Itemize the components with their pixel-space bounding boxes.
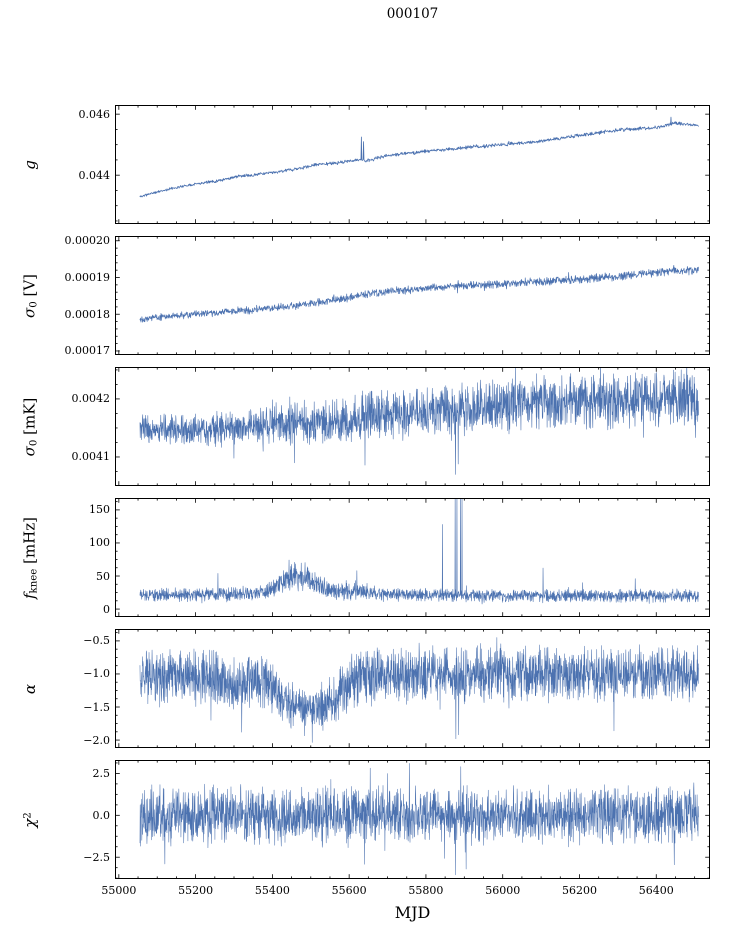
plot-frame <box>115 367 710 486</box>
x-tick-label: 56400 <box>638 884 674 897</box>
y-axis-label-part: [mK] <box>20 397 39 440</box>
axis-ticks <box>115 105 710 224</box>
panel-g-plot <box>115 105 710 224</box>
plot-frame <box>115 498 710 617</box>
y-tick-label: 150 <box>89 503 110 517</box>
x-tick-label: 56000 <box>485 884 521 897</box>
y-axis-label-chi2: χ2 <box>21 812 39 828</box>
y-axis-label-part: [mHz] <box>20 516 39 569</box>
y-axis-label-part: f <box>20 592 39 599</box>
panel-sigma0-v: 0.00017 0.00018 0.00019 0.00020 σ0 [V] <box>0 234 741 358</box>
panel-chi2: −2.5 0.0 2.5 χ2 <box>0 760 741 879</box>
y-axis-label-part: g <box>21 159 39 170</box>
series-line <box>139 264 699 323</box>
x-tick-label: 55400 <box>254 884 290 897</box>
axis-ticks <box>115 236 710 355</box>
panel-g: 0.044 0.046 g <box>0 105 741 224</box>
y-tick-label: 0 <box>103 602 110 616</box>
x-tick-label: 55000 <box>101 884 137 897</box>
x-axis-label: MJD <box>394 903 431 922</box>
y-tick-label: 0.00018 <box>64 307 111 321</box>
y-axis-label-sigma0_V: σ0 [V] <box>21 273 40 317</box>
series-line <box>139 498 699 605</box>
panel-sigma0-mk: 0.0041 0.0042 σ0 [mK] <box>0 367 741 486</box>
series-line <box>139 763 699 876</box>
x-tick-label: 55200 <box>178 884 214 897</box>
axis-ticks <box>115 367 710 486</box>
y-axis-label-part: σ <box>20 445 39 456</box>
y-tick-label: −0.5 <box>83 634 110 648</box>
y-axis-label-part: α <box>21 683 39 694</box>
y-axis-label-part: 0 <box>28 439 40 446</box>
y-axis-label-part: χ <box>21 818 39 828</box>
x-tick-label: 56200 <box>561 884 597 897</box>
x-tick-label: 55800 <box>408 884 444 897</box>
y-tick-label: 2.5 <box>92 766 111 780</box>
y-axis-label-part: [V] <box>20 273 39 301</box>
y-axis-label-fknee: fknee [mHz] <box>21 516 40 598</box>
y-tick-label: 0.00020 <box>64 234 111 248</box>
plot-frame <box>115 105 710 224</box>
x-tick-labels: 55000 55200 55400 55600 55800 56000 56200 56400 <box>0 884 741 900</box>
y-tick-label: 100 <box>89 536 110 550</box>
y-axis-label-g: g <box>21 160 39 170</box>
series-line <box>139 637 699 743</box>
y-tick-label: −1.0 <box>83 667 110 681</box>
panel-sigma0-v-plot <box>115 236 710 355</box>
plot-frame <box>115 629 710 748</box>
y-tick-label: 0.0 <box>92 808 111 822</box>
y-tick-label: 0.044 <box>78 168 111 182</box>
panel-fknee: 0 50 100 150 fknee [mHz] <box>0 498 741 617</box>
y-tick-label: 0.0042 <box>71 392 111 406</box>
panel-sigma0-mk-plot <box>115 367 710 486</box>
panel-fknee-plot <box>115 498 710 617</box>
y-axis-label-part: σ <box>20 307 39 318</box>
y-tick-label: 50 <box>96 569 110 583</box>
y-axis-label-part: 2 <box>22 811 34 819</box>
y-axis-label-part: knee <box>28 568 40 593</box>
panel-chi2-plot <box>115 760 710 879</box>
y-tick-label: −1.5 <box>83 700 110 714</box>
chart-title: 000107 <box>386 6 439 22</box>
y-tick-label: −2.5 <box>83 850 110 864</box>
y-tick-label: 0.0041 <box>71 450 111 464</box>
y-tick-label: −2.0 <box>83 733 110 747</box>
y-axis-label-part: 0 <box>28 300 40 308</box>
y-tick-label: 0.00017 <box>64 344 111 358</box>
y-tick-label: 0.046 <box>78 107 111 121</box>
y-axis-label-sigma0_mK: σ0 [mK] <box>21 397 40 456</box>
plot-frame <box>115 236 710 355</box>
panel-alpha: −0.5 −1.0 −1.5 −2.0 α <box>0 629 741 748</box>
y-tick-label: 0.00019 <box>64 271 111 284</box>
panel-alpha-plot <box>115 629 710 748</box>
y-axis-label-alpha: α <box>21 683 39 693</box>
series-line <box>139 367 699 475</box>
plot-frame <box>115 760 710 879</box>
x-tick-label: 55600 <box>331 884 367 897</box>
series-line <box>139 116 699 198</box>
